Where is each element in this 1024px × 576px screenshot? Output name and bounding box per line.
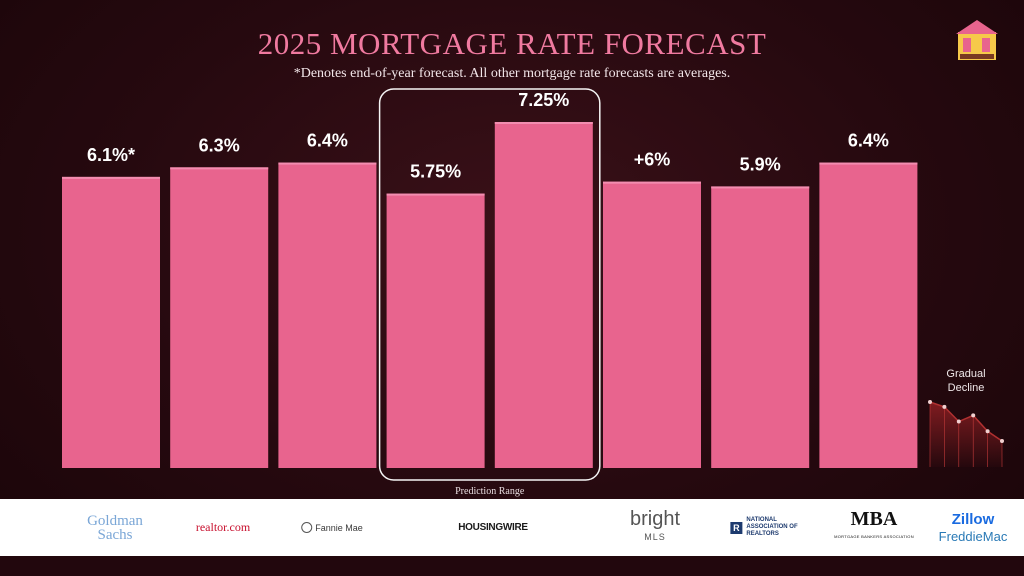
fannie-mae-text: Fannie Mae (315, 522, 363, 533)
bar-chart: Prediction Range 6.1%* 6.3% 6.4% 5.75% 7.25% +… (62, 88, 1004, 497)
trend-point-1 (942, 404, 947, 409)
trend-point-3 (971, 413, 976, 418)
freddie-mac-text: FreddieMac (938, 528, 1008, 544)
bar-value-label-0: 6.1%* (87, 145, 135, 165)
bar-value-label-1: 6.3% (199, 135, 240, 155)
bar-value-label-5: +6% (634, 150, 671, 170)
footer-band (0, 556, 1024, 576)
nar-line-3: REALTORS (746, 531, 779, 537)
trend-point-5 (1000, 439, 1004, 444)
zillow-freddie-logo: Zillow FreddieMac (939, 499, 1008, 556)
bar-2 (278, 162, 377, 468)
sponsor-strip (0, 499, 1024, 556)
bar-top-edge-2 (278, 162, 377, 165)
mba-subtext: MORTGAGE BANKERS ASSOCIATION (834, 533, 914, 539)
trend-area (930, 402, 1002, 467)
bar-value-label-6: 5.9% (740, 154, 781, 174)
bar-value-label-3: 5.75% (410, 162, 461, 182)
fannie-mae-logo: Fannie Mae (301, 499, 363, 556)
bar-6 (711, 186, 810, 468)
realtor-r-icon: R (730, 521, 743, 534)
chart-subtitle: *Denotes end-of-year forecast. All other… (293, 66, 731, 81)
fannie-mae-icon (301, 522, 313, 533)
mls-text: MLS (644, 531, 666, 542)
bar-value-label-2: 6.4% (307, 131, 348, 151)
bar-top-edge-6 (711, 186, 810, 189)
trend-label-1: Decline (948, 382, 985, 394)
bar-1 (170, 167, 269, 468)
trend-point-4 (985, 429, 990, 434)
goldman-text: Goldman (87, 512, 143, 529)
prediction-range-label: Prediction Range (455, 486, 525, 497)
prediction-range-box (378, 88, 601, 481)
bar-top-edge-7 (819, 162, 918, 165)
bar-top-edge-0 (62, 176, 160, 179)
trend-point-0 (928, 400, 932, 404)
nar-logo: R NATIONAL ASSOCIATION OF REALTORS (730, 499, 798, 556)
housingwire-logo: HOUSINGWIRE (458, 522, 528, 533)
bar-top-edge-5 (603, 181, 701, 184)
nar-line-2: ASSOCIATION OF (746, 524, 798, 530)
bar-top-edge-4 (494, 122, 593, 124)
bar-top-edge-1 (170, 167, 269, 170)
realtor-com-logo: realtor.com (195, 520, 251, 534)
trend-label-0: Gradual (946, 368, 985, 380)
trend-line (929, 401, 1003, 442)
house-logo-icon (954, 18, 1000, 64)
bar-4 (494, 122, 593, 468)
bar-7 (819, 162, 918, 468)
chart-title: 2025 MORTGAGE RATE FORECAST (257, 26, 767, 61)
bar-3 (386, 193, 485, 468)
sachs-text: Sachs (97, 526, 133, 543)
bright-mls-logo: bright MLS (630, 499, 680, 556)
mba-text: MBA (850, 507, 898, 530)
goldman-sachs-logo: Goldman Sachs (87, 499, 143, 556)
bright-text: bright (629, 507, 681, 530)
trend-point-2 (956, 419, 961, 424)
zillow-text: Zillow (951, 510, 995, 528)
bar-0 (62, 176, 160, 468)
mba-logo: MBA MORTGAGE BANKERS ASSOCIATION (834, 499, 914, 556)
bar-5 (603, 181, 701, 469)
bar-value-label-4: 7.25% (518, 90, 569, 110)
bar-value-label-7: 6.4% (848, 131, 889, 151)
bar-top-edge-3 (386, 193, 485, 196)
nar-line-1: NATIONAL (746, 517, 777, 523)
